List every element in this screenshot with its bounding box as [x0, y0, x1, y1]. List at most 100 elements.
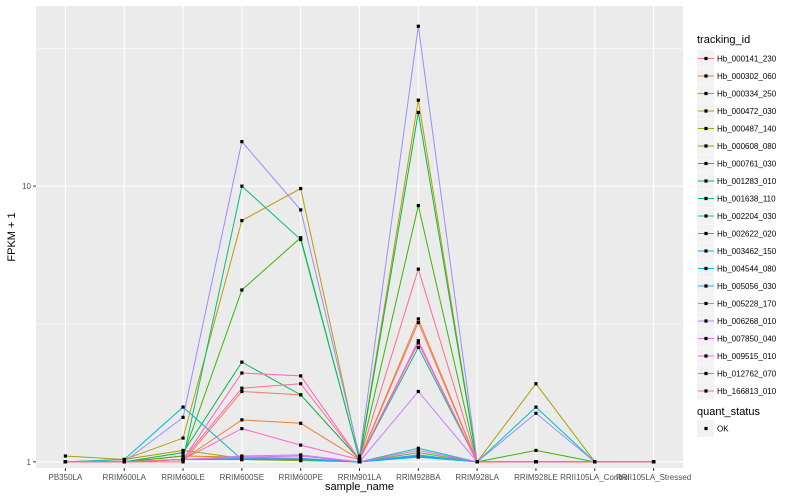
legend-label: Hb_005056_030 [717, 282, 777, 291]
legend-key-point [704, 91, 708, 96]
data-point [299, 443, 303, 447]
data-point [240, 389, 244, 394]
data-point [299, 186, 303, 191]
data-point [240, 371, 244, 375]
data-point [240, 288, 244, 292]
data-point [240, 140, 244, 144]
data-point [240, 360, 244, 364]
data-point [416, 446, 420, 450]
legend-key-point [704, 179, 708, 183]
data-point [416, 341, 420, 345]
legend-key-point [704, 231, 708, 236]
data-point [299, 456, 303, 460]
legend-title: tracking_id [697, 34, 750, 46]
data-point [181, 451, 185, 455]
data-point [416, 24, 420, 28]
legend-label: Hb_000761_030 [717, 160, 777, 169]
data-point [534, 411, 538, 415]
data-point [299, 382, 303, 386]
x-tick-label: RRIM928BA [396, 473, 441, 482]
data-point [181, 448, 185, 453]
data-point [357, 454, 362, 458]
legend-label: Hb_000141_230 [717, 55, 777, 64]
data-point [534, 448, 538, 453]
legend-label: Hb_001638_110 [717, 195, 776, 204]
data-point [416, 203, 420, 208]
data-point [181, 460, 185, 464]
data-point [181, 436, 185, 440]
legend-key-point [704, 56, 708, 61]
data-point [299, 208, 303, 212]
data-point [651, 460, 656, 464]
legend-label: Hb_000472_030 [717, 107, 777, 116]
data-point [299, 393, 303, 397]
data-point [240, 218, 244, 223]
shape-legend-title: quant_status [697, 406, 760, 418]
data-point [122, 460, 126, 464]
legend-key-point [704, 74, 708, 78]
y-axis-title: FPKM + 1 [6, 212, 18, 261]
legend-key-point [704, 109, 708, 113]
data-point [357, 457, 362, 462]
legend-key-point [704, 266, 708, 271]
x-tick-label: RRII105LA_Stressed [616, 473, 691, 482]
data-point [299, 236, 303, 240]
shape-legend-label: OK [717, 425, 729, 434]
legend-label: Hb_002204_030 [717, 212, 777, 221]
data-point [240, 427, 244, 431]
y-tick-label: 10 [22, 182, 31, 191]
legend-label: Hb_000487_140 [717, 125, 777, 134]
legend-label: Hb_000334_250 [717, 90, 777, 99]
data-point [299, 374, 303, 378]
data-point [181, 405, 185, 409]
legend-key-point [704, 284, 708, 288]
legend-label: Hb_009515_010 [717, 352, 777, 361]
legend-label: Hb_012762_070 [717, 370, 777, 379]
data-point [240, 418, 244, 422]
legend-label: Hb_004544_080 [717, 265, 777, 274]
shape-legend-point [704, 426, 708, 431]
data-point [63, 460, 68, 464]
legend-key-point [704, 214, 708, 218]
data-point [416, 267, 420, 271]
x-tick-label: RRIM600LE [161, 473, 205, 482]
legend-key-point [704, 144, 708, 148]
legend-label: Hb_003462_150 [717, 247, 777, 256]
data-point [416, 389, 420, 394]
data-point [416, 448, 420, 453]
legend-label: Hb_000608_080 [717, 142, 777, 151]
legend-key-point [704, 319, 708, 323]
data-point [63, 454, 68, 458]
data-point [240, 184, 244, 188]
shape-legend-items: OK [697, 420, 729, 437]
legend-key-point [704, 371, 708, 376]
x-axis: PB350LA RRIM600LA RRIM600LE RRIM600SE RRIM60… [49, 468, 691, 482]
legend-label: Hb_001283_010 [717, 177, 777, 186]
x-tick-label: RRIM928LE [514, 473, 558, 482]
data-point [416, 320, 420, 325]
series-points [63, 24, 656, 464]
data-point [299, 421, 303, 425]
x-axis-title: sample_name [325, 481, 394, 493]
legend-label: Hb_000302_060 [717, 72, 777, 81]
legend: tracking_id Hb_000141_230Hb_000302_060Hb… [697, 34, 777, 437]
data-point [299, 454, 303, 458]
data-point [416, 339, 420, 343]
data-point [534, 460, 538, 464]
legend-key-point [704, 389, 708, 393]
data-point [240, 455, 244, 459]
data-point [357, 460, 362, 464]
x-tick-label: RRIM928LA [455, 473, 499, 482]
legend-key-point [704, 336, 708, 341]
data-point [181, 457, 185, 462]
legend-label: Hb_006268_010 [717, 317, 777, 326]
data-point [122, 457, 126, 462]
data-point [181, 415, 185, 419]
data-point [416, 455, 420, 459]
legend-key-point [704, 301, 708, 306]
data-point [593, 460, 597, 464]
legend-items: Hb_000141_230 Hb_000302_060 Hb_000334_250 H… [697, 50, 777, 400]
data-point [299, 237, 303, 242]
y-axis: 1 10 [22, 182, 36, 467]
